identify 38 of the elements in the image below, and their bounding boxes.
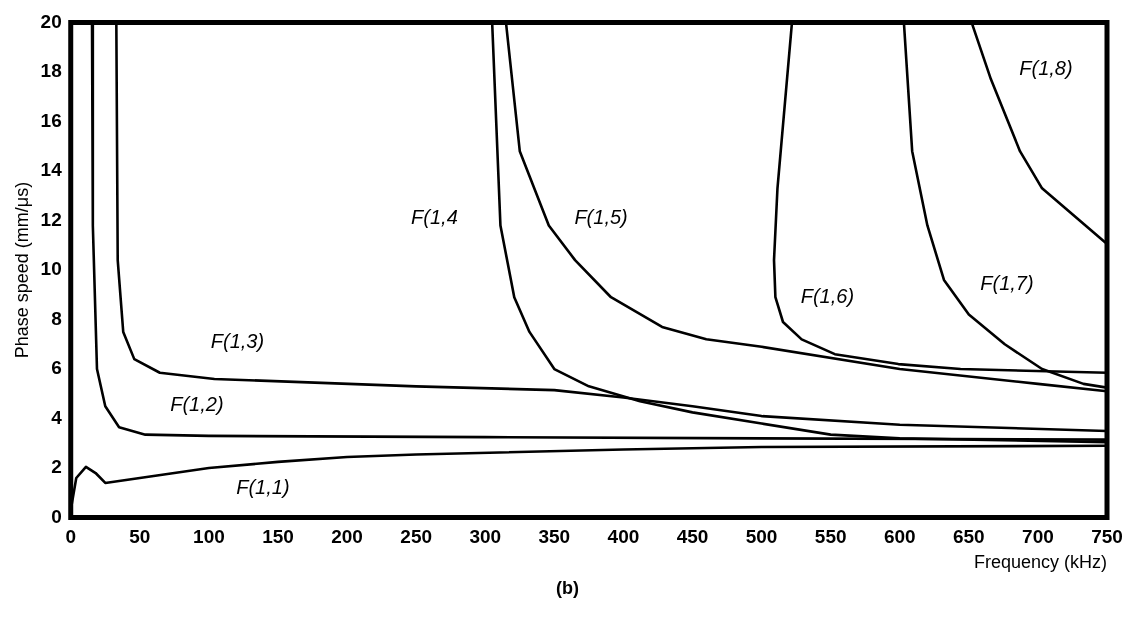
y-tick-label: 6 [51, 357, 62, 379]
text: F(1,4 [411, 205, 458, 228]
x-tick-label: 0 [65, 526, 77, 548]
y-tick-label: 2 [51, 456, 62, 478]
x-tick-label: 50 [129, 526, 151, 548]
series-label: F(1,2) [170, 393, 224, 416]
x-tick-label: 450 [676, 526, 709, 548]
x-tick-label: 350 [538, 526, 571, 548]
x-tick-label: 400 [607, 526, 640, 548]
y-tick-label: 4 [51, 406, 63, 428]
x-tick-label: 650 [952, 526, 985, 548]
y-tick-label: 16 [40, 109, 62, 131]
x-tick-label: 200 [331, 526, 363, 548]
x-axis-title: Frequency (kHz) [973, 552, 1107, 573]
x-tick-label: 300 [469, 526, 502, 548]
x-tick-label: 600 [883, 526, 916, 548]
series-label: F(1,5) [574, 205, 628, 228]
y-tick-label: 14 [40, 159, 63, 181]
y-axis-title: Phase speed (mm/μs) [11, 181, 32, 359]
series-label: F(1,3) [210, 329, 265, 352]
x-tick-label: 700 [1022, 526, 1054, 548]
x-tick-label: 250 [400, 526, 433, 548]
x-tick-label: 150 [262, 526, 294, 548]
x-tick-label: 500 [745, 526, 778, 548]
y-tick-label: 10 [40, 258, 62, 280]
text: (b) [555, 578, 580, 599]
x-tick-label: 750 [1091, 526, 1123, 548]
series-label: F(1,6) [800, 284, 855, 307]
x-tick-label: 550 [814, 526, 847, 548]
y-tick-label: 12 [40, 208, 62, 230]
y-tick-label: 20 [40, 10, 62, 32]
x-tick-label: 100 [193, 526, 225, 548]
y-tick-label: 0 [51, 505, 62, 527]
series-label: F(1,7) [980, 272, 1034, 295]
series-label: F(1,1) [236, 475, 290, 498]
series-label: F(1,8) [1019, 56, 1073, 79]
y-tick-label: 18 [40, 60, 62, 82]
y-tick-label: 8 [51, 307, 62, 329]
